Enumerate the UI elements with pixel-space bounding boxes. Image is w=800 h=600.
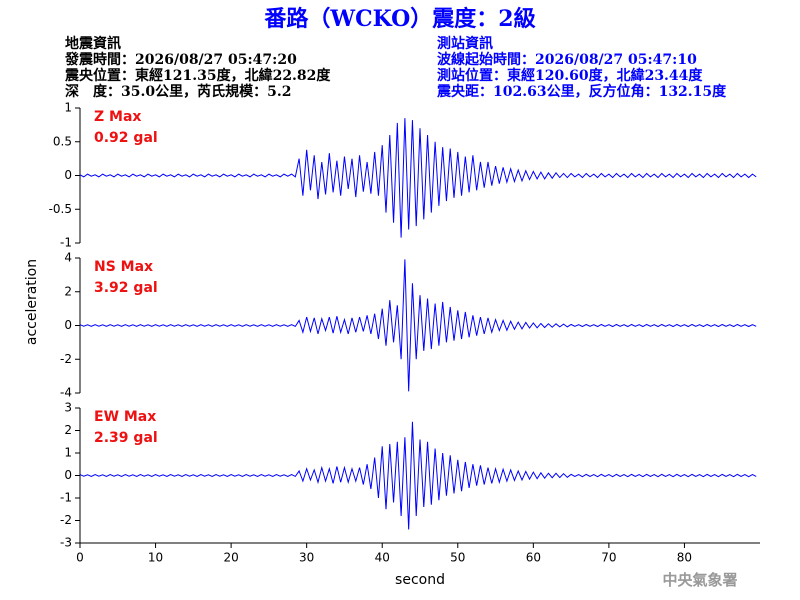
title: 番路（WCKO）震度：2級 — [263, 6, 535, 32]
component-title: EW Max — [94, 409, 156, 425]
waveform — [79, 421, 757, 530]
component-title: NS Max — [94, 259, 153, 275]
footer: 中央氣象署 — [662, 571, 737, 589]
event-info: 地震資訊 — [65, 35, 121, 52]
waveform — [79, 259, 757, 392]
x-tick-label: 30 — [299, 551, 314, 565]
x-tick-label: 70 — [601, 551, 616, 565]
y-tick-label: 2 — [64, 284, 72, 298]
station-info: 測站資訊 — [437, 35, 493, 52]
x-tick-label: 20 — [223, 551, 238, 565]
x-axis-label: second — [395, 572, 445, 588]
station-info: 波線起始時間：2026/08/27 05:47:10 — [437, 51, 697, 68]
y-tick-label: 3 — [64, 401, 72, 415]
y-tick-label: -2 — [60, 513, 72, 527]
x-tick-label: 40 — [375, 551, 390, 565]
y-tick-label: -1 — [60, 491, 72, 505]
y-tick-label: 4 — [64, 251, 72, 265]
station-info: 震央距：102.63公里，反方位角：132.15度 — [436, 83, 727, 100]
y-tick-label: -2 — [60, 352, 72, 366]
event-info: 震央位置：東經121.35度，北緯22.82度 — [64, 67, 331, 84]
y-tick-label: 0 — [64, 168, 72, 182]
y-tick-label: 1 — [64, 446, 72, 460]
y-tick-label: 2 — [64, 423, 72, 437]
y-tick-label: -3 — [60, 536, 72, 550]
component-max: 2.39 gal — [94, 430, 158, 446]
event-info: 深 度：35.0公里，芮氏規模：5.2 — [65, 83, 291, 100]
component-max: 3.92 gal — [94, 280, 158, 296]
waveform — [79, 118, 757, 238]
x-tick-label: 0 — [76, 551, 84, 565]
y-axis-label: acceleration — [24, 259, 40, 345]
event-info: 發震時間：2026/08/27 05:47:20 — [64, 51, 297, 68]
y-tick-label: 0 — [64, 468, 72, 482]
component-max: 0.92 gal — [94, 130, 158, 146]
y-tick-label: -1 — [60, 236, 72, 250]
x-tick-label: 50 — [450, 551, 465, 565]
x-tick-label: 80 — [677, 551, 692, 565]
y-tick-label: 0.5 — [53, 134, 72, 148]
y-tick-label: 0 — [64, 318, 72, 332]
y-tick-label: -0.5 — [49, 202, 72, 216]
station-info: 測站位置：東經120.60度，北緯23.44度 — [437, 67, 703, 84]
y-tick-label: 1 — [64, 101, 72, 115]
y-tick-label: -4 — [60, 386, 72, 400]
x-tick-label: 10 — [148, 551, 163, 565]
component-title: Z Max — [94, 109, 141, 125]
x-tick-label: 60 — [526, 551, 541, 565]
